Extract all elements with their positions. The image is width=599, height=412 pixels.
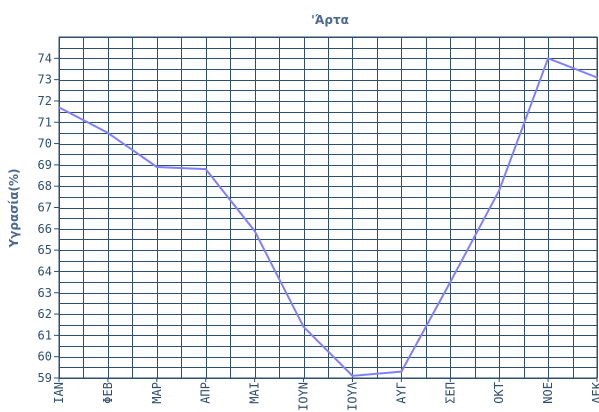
y-tick-label: 70	[38, 137, 52, 151]
x-tick-label: ΙΟΥΝ	[297, 382, 311, 411]
y-tick-label: 64	[38, 264, 52, 278]
x-tick-label: ΝΟΕ	[541, 382, 555, 404]
x-tick-label: ΣΕΠ	[443, 382, 457, 404]
data-point	[58, 106, 60, 109]
y-tick-label: 65	[38, 243, 52, 257]
x-tick-label: ΑΥΓ	[394, 382, 408, 404]
data-point	[155, 166, 158, 169]
data-point	[302, 325, 305, 328]
x-tick-label: ΜΑΙ	[248, 382, 262, 404]
x-axis-ticks: ΙΑΝ ΦΕΒ ΜΑΡ ΑΠΡ ΜΑΙ ΙΟΥΝ ΙΟΥΛ ΑΥΓ ΣΕΠ ΟΚΤ ΝΟΕ ΔΕΚ	[52, 378, 599, 411]
grid	[58, 36, 598, 379]
data-point	[204, 168, 207, 171]
y-axis-ticks: 59 60 61 62 63 64 65 66 67 68 69 70 71 72 73 74	[38, 51, 59, 385]
x-tick-label: ΜΑΡ	[150, 382, 164, 404]
y-tick-label: 66	[38, 222, 52, 236]
data-point	[596, 76, 598, 79]
y-tick-label: 68	[38, 179, 52, 193]
x-tick-label: ΙΑΝ	[52, 382, 66, 404]
x-tick-label: ΑΠΡ	[199, 382, 213, 404]
y-tick-label: 62	[38, 307, 52, 321]
data-point	[253, 229, 256, 232]
x-tick-label: ΔΕΚ	[590, 381, 599, 403]
data-point	[351, 374, 354, 377]
y-tick-label: 60	[38, 350, 52, 364]
y-tick-label: 72	[38, 94, 52, 108]
y-axis-label: Υγρασία(%)	[7, 169, 21, 249]
data-point	[400, 370, 403, 373]
series-line	[58, 57, 598, 377]
series	[58, 57, 598, 377]
y-tick-label: 61	[38, 328, 52, 342]
data-point	[106, 131, 109, 134]
x-tick-label: ΟΚΤ	[492, 382, 506, 404]
y-tick-label: 63	[38, 286, 52, 300]
y-tick-label: 69	[38, 158, 52, 172]
data-point	[498, 189, 501, 192]
x-tick-label: ΙΟΥΛ	[345, 381, 359, 411]
y-tick-label: 73	[38, 73, 52, 87]
chart-title: 'Άρτα	[311, 13, 349, 27]
y-tick-label: 59	[38, 371, 52, 385]
y-tick-label: 74	[38, 51, 52, 65]
y-tick-label: 67	[38, 201, 52, 215]
x-tick-label: ΦΕΒ	[101, 382, 115, 404]
data-point	[449, 281, 452, 284]
data-point	[547, 57, 550, 60]
y-tick-label: 71	[38, 115, 52, 129]
